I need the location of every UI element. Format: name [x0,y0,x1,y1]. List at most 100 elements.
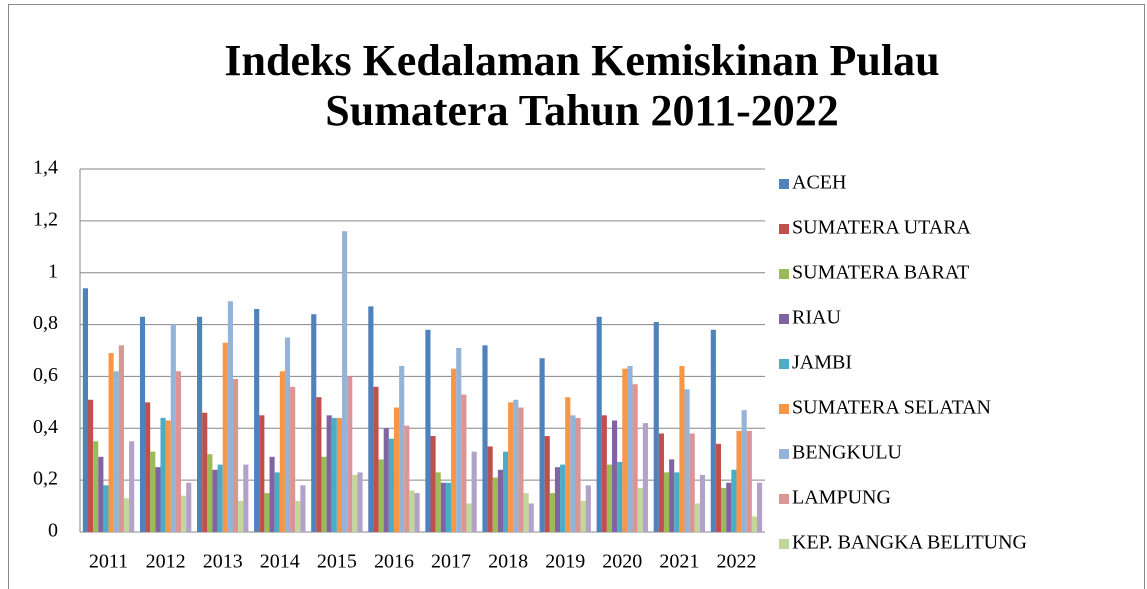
bar [601,415,607,532]
bar [139,316,146,532]
bar [409,490,415,532]
legend-label: BENGKULU [792,442,903,464]
legend-swatch [779,494,789,504]
legend-label: SUMATERA BARAT [792,262,969,284]
legend-swatch [779,269,789,279]
bar [523,493,529,532]
legend-swatch [779,224,789,234]
bar [715,443,722,532]
bar [326,415,332,532]
bar [150,451,156,532]
bar [129,441,135,532]
bar [155,467,161,532]
bar [606,464,613,532]
bar [388,438,394,532]
bar [279,371,285,532]
legend-swatch [779,359,789,369]
legend-swatch [779,314,789,324]
legend-label: SUMATERA SELATAN [792,397,991,419]
bar [243,464,249,532]
bar [113,371,119,532]
bar [93,441,99,532]
bar [669,459,675,532]
bar [274,472,280,532]
bar [300,485,306,532]
bar [466,503,472,532]
bar [264,493,270,532]
chart-frame [8,4,1145,589]
bar [123,498,130,532]
bar [207,454,213,532]
bar [295,500,301,532]
bar [549,493,555,532]
bar [617,461,623,532]
bar [331,417,337,532]
bar [627,366,633,532]
bar [222,342,228,532]
bar [414,493,420,532]
bar [269,456,275,532]
x-tick-label: 2016 [374,551,414,573]
bar [565,397,571,532]
bar [544,436,550,532]
bar [238,500,244,532]
legend-swatch [779,404,789,414]
bar [736,430,742,532]
x-tick-label: 2022 [716,551,756,573]
bar [575,417,581,532]
bar [399,366,405,532]
bar [684,389,690,532]
bar [502,451,509,532]
bar [508,402,514,532]
bar [451,368,457,532]
bar [580,500,586,532]
bar [87,399,94,532]
x-tick-label: 2018 [488,551,528,573]
bar [336,417,343,532]
bar [560,464,566,532]
bar [202,412,208,532]
x-tick-label: 2012 [146,551,186,573]
bar [290,386,296,532]
legend-label: KEP. BANGKA BELITUNG [792,532,1027,554]
bar [435,472,441,532]
bar [570,415,576,532]
bar [689,433,695,532]
y-tick-label: 0,6 [33,364,58,386]
bar [539,358,545,532]
bar [731,469,737,532]
bar [461,394,467,532]
bar [679,366,685,532]
bar [658,433,664,532]
bar [170,324,176,532]
bar [378,459,384,532]
bar [492,477,498,532]
bar [342,231,348,532]
bar [108,353,114,532]
y-tick-label: 0,8 [33,312,58,334]
bar [757,482,763,532]
bar [497,469,503,532]
bar [518,407,524,532]
bar [710,329,716,532]
bar [284,337,291,532]
bar [217,464,223,532]
x-tick-label: 2011 [89,551,128,573]
bar [316,397,322,532]
bar [165,420,171,532]
bar [440,482,446,532]
bar [254,309,260,532]
y-tick-label: 1,4 [33,157,58,179]
bar [197,316,203,532]
bar [637,487,643,532]
bar [746,430,752,532]
bar [699,474,706,532]
bar [373,386,379,532]
bar [528,503,534,532]
legend-label: SUMATERA UTARA [792,217,972,239]
legend-label: RIAU [792,307,841,329]
bar [585,485,591,532]
x-tick-label: 2017 [431,551,471,573]
